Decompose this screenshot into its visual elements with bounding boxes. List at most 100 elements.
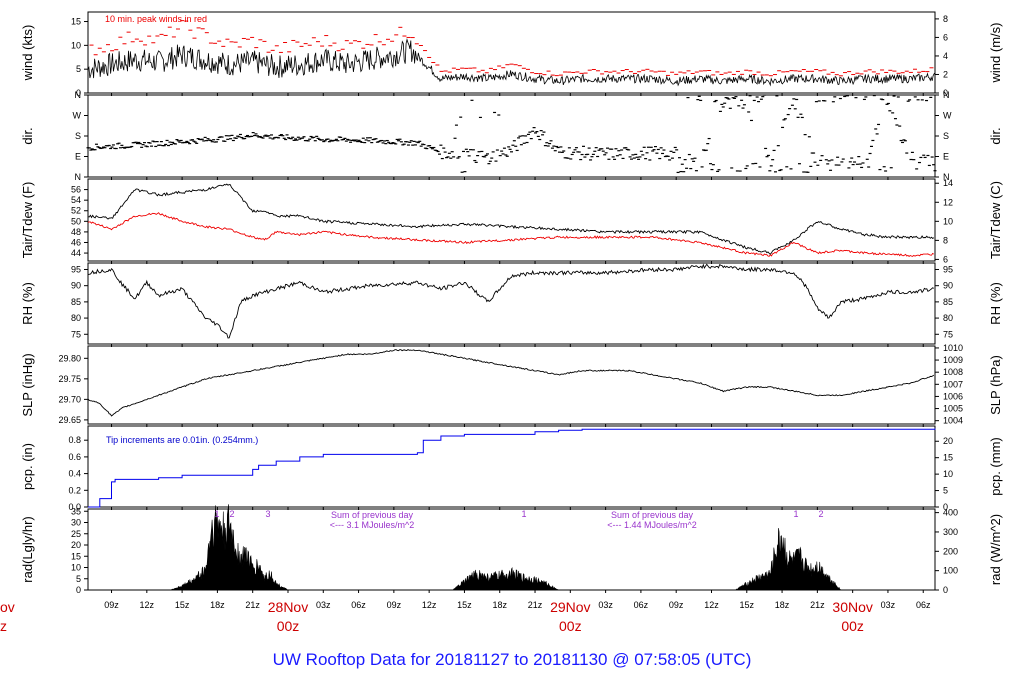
rh-left-tick-label: 75	[71, 329, 81, 339]
wind-peak-marks	[89, 20, 934, 77]
temp-left-tick-label: 50	[71, 216, 81, 226]
rad-right-tick-label: 400	[943, 508, 958, 518]
wind-right-tick-label: 8	[943, 14, 948, 24]
rad-area	[734, 528, 842, 591]
dir-left-axis-label: dir.	[20, 127, 35, 144]
dir-right-axis-label: dir.	[988, 127, 1003, 144]
date-label-cut-day: ov	[0, 599, 15, 615]
temp-left-tick-label: 46	[71, 237, 81, 247]
wind-frame	[87, 11, 936, 94]
x-tick-label: 21z	[810, 600, 825, 610]
panel-rad: rad(Lgly/hr) rad (W/m^2)05101520253035010…	[20, 506, 1003, 595]
slp-left-axis-label: SLP (inHg)	[20, 353, 35, 416]
pcp-left-tick-label: 0.6	[68, 452, 81, 462]
rad-sum-value-2: <--- 1.44 MJoules/m^2	[607, 520, 697, 530]
dir-left-tick-label: E	[75, 152, 81, 162]
temp-left-axis-label: Tair/Tdew (F)	[20, 182, 35, 259]
rad-left-tick-label: 0	[76, 585, 81, 595]
pcp-left-tick-label: 0.0	[68, 502, 81, 512]
slp-right-tick-label: 1006	[943, 391, 963, 401]
date-label-cut-hour: z	[0, 618, 7, 634]
rad-right-tick-label: 200	[943, 546, 958, 556]
temp-right-tick-label: 12	[943, 197, 953, 207]
pcp-right-tick-label: 0	[943, 502, 948, 512]
dir-left-tick-label: W	[73, 111, 82, 121]
slp-right-tick-label: 1004	[943, 416, 963, 426]
pcp-right-tick-label: 5	[943, 486, 948, 496]
pcp-right-tick-label: 15	[943, 453, 953, 463]
x-tick-label: 03z	[316, 600, 331, 610]
rh-right-tick-label: 80	[943, 313, 953, 323]
rh-left-tick-label: 85	[71, 297, 81, 307]
rad-fill-group	[170, 504, 842, 591]
x-tick-label: 12z	[422, 600, 437, 610]
pcp-right-axis-label: pcp. (mm)	[988, 437, 1003, 496]
x-tick-label: 12z	[704, 600, 719, 610]
temp-left-tick-label: 56	[71, 185, 81, 195]
panel-wind: wind (kts) wind (m/s) 0 5 10 15 0 2 4 6 8	[20, 11, 1003, 98]
rad-sum-value-1: <--- 3.1 MJoules/m^2	[330, 520, 415, 530]
slp-left-tick-label: 29.65	[58, 415, 81, 425]
rad-right-axis-label: rad (W/m^2)	[988, 514, 1003, 585]
wind-peak-annotation: 10 min. peak winds in red	[105, 14, 207, 24]
wind-left-axis-label: wind (kts)	[20, 25, 35, 82]
rh-right-tick-label: 90	[943, 281, 953, 291]
x-tick-label: 15z	[740, 600, 755, 610]
temp-right-axis-label: Tair/Tdew (C)	[988, 181, 1003, 259]
slp-right-tick-label: 1008	[943, 367, 963, 377]
x-tick-label: 03z	[881, 600, 896, 610]
dewpoint-line	[87, 212, 935, 257]
rh-left-tick-label: 90	[71, 281, 81, 291]
temp-left-tick-label: 44	[71, 248, 81, 258]
temp-left-tick-label: 54	[71, 195, 81, 205]
dir-right-tick-label: S	[943, 131, 949, 141]
rad-sum-label-1: Sum of previous day	[331, 510, 414, 520]
wind-right-axis-label: wind (m/s)	[988, 23, 1003, 84]
rad-left-axis-label: rad(Lgly/hr)	[20, 516, 35, 582]
rad-left-tick-label: 30	[71, 518, 81, 528]
temp-right-tick-label: 10	[943, 216, 953, 226]
dir-right-tick-label: E	[943, 152, 949, 162]
x-tick-label: 18z	[210, 600, 225, 610]
slp-right-tick-label: 1005	[943, 404, 963, 414]
x-tick-label: 06z	[916, 600, 931, 610]
pcp-left-tick-label: 0.8	[68, 435, 81, 445]
rad-sum-label-2: Sum of previous day	[611, 510, 694, 520]
x-tick-label: 21z	[245, 600, 260, 610]
rad-marker: 1	[521, 509, 526, 519]
dir-right-tick-label: N	[943, 172, 950, 182]
wind-left-tick-label: 0	[76, 88, 81, 98]
panel-rh: RH (%) RH (%) 75 80 85 90 95 75 80 85 90 95	[20, 262, 1003, 347]
x-tick-label: 09z	[669, 600, 684, 610]
rh-line	[87, 263, 934, 339]
temp-right-tick-label: 6	[943, 254, 948, 264]
x-tick-label: 06z	[634, 600, 649, 610]
rad-left-tick-label: 35	[71, 506, 81, 516]
date-label-day: 28Nov	[268, 599, 308, 615]
slp-right-axis-label: SLP (hPa)	[988, 355, 1003, 415]
rh-right-tick-label: 75	[943, 329, 953, 339]
pcp-right-tick-label: 20	[943, 436, 953, 446]
dir-marks	[86, 94, 937, 174]
rad-marker: 3	[265, 509, 270, 519]
x-tick-label: 15z	[457, 600, 472, 610]
slp-left-tick-label: 29.75	[58, 374, 81, 384]
wind-speed-line	[87, 37, 936, 87]
x-axis: 09z 12z 15z 18z 21z 03z 06z 09z 12z 15z 18z 21z 03z 0…	[0, 599, 931, 634]
x-tick-label: 12z	[140, 600, 155, 610]
dir-frame	[87, 94, 936, 178]
rh-right-tick-label: 95	[943, 264, 953, 274]
rh-left-tick-label: 80	[71, 313, 81, 323]
x-tick-label: 09z	[387, 600, 402, 610]
wind-right-tick-label: 2	[943, 69, 948, 79]
x-tick-label: 15z	[175, 600, 190, 610]
wind-left-tick-label: 5	[76, 64, 81, 74]
date-label-day: 30Nov	[832, 599, 872, 615]
panel-temp: Tair/Tdew (F) Tair/Tdew (C) 44464850525456…	[20, 178, 1003, 264]
wind-right-tick-label: 6	[943, 32, 948, 42]
slp-left-tick-label: 29.70	[58, 394, 81, 404]
rad-left-tick-label: 15	[71, 551, 81, 561]
rad-left-tick-label: 25	[71, 529, 81, 539]
rad-area	[170, 504, 289, 591]
